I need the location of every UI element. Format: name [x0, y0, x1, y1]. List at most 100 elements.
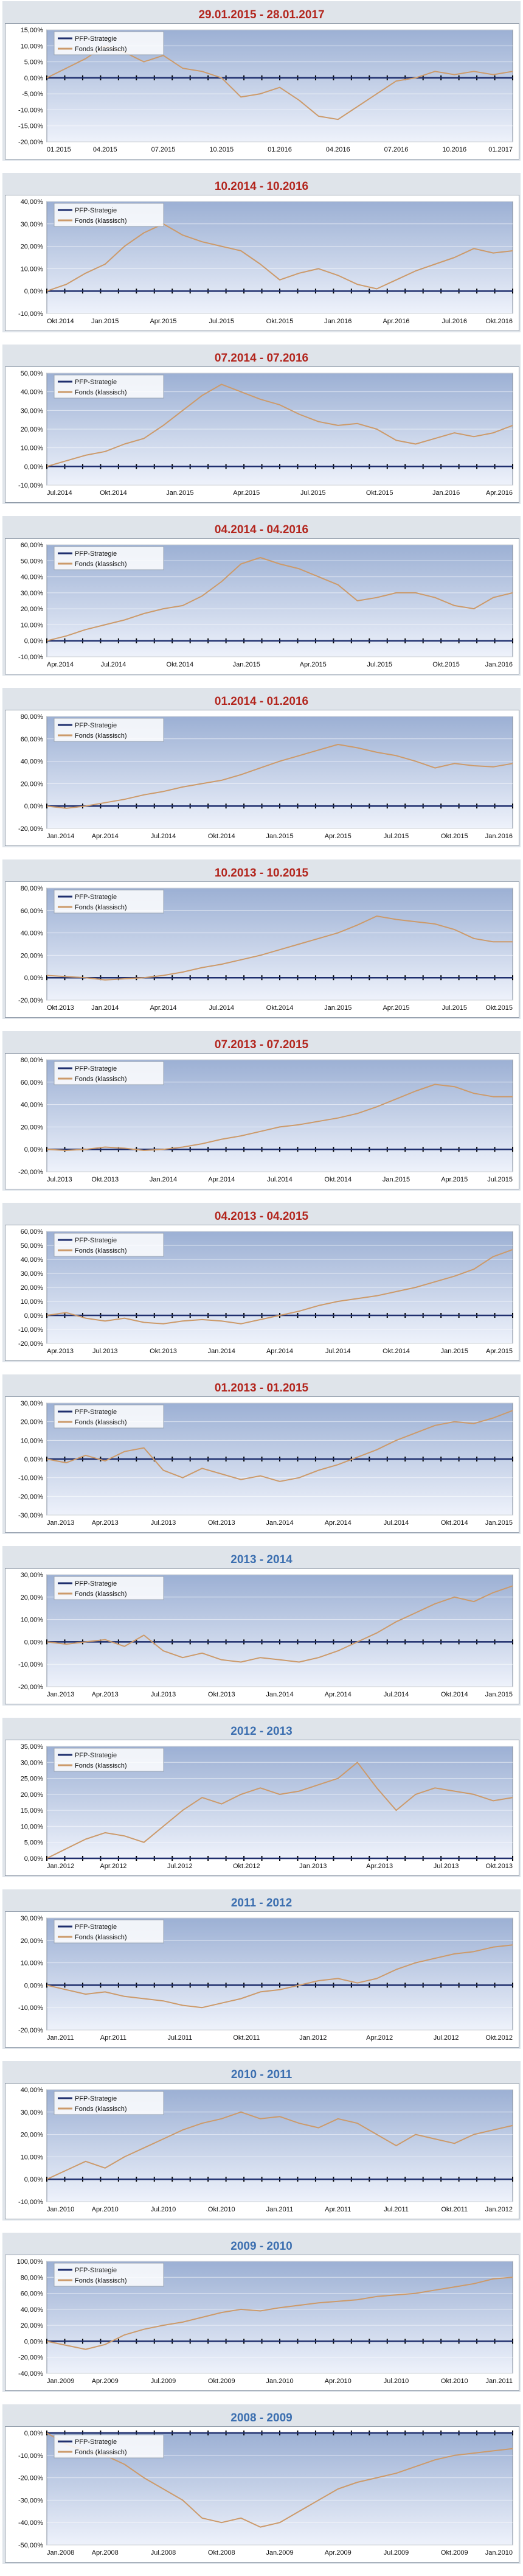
- y-tick-label: -10,00%: [18, 482, 43, 489]
- y-tick-label: 20,00%: [21, 243, 44, 251]
- x-tick-label: Okt.2013: [208, 1691, 235, 1698]
- x-tick-label: Jan.2010: [47, 2206, 74, 2213]
- chart-title: 2012 - 2013: [230, 1725, 293, 1738]
- y-tick-label: -20,00%: [18, 2475, 43, 2482]
- y-tick-label: 0,00%: [24, 1312, 43, 1320]
- series-line-fund: [46, 744, 513, 809]
- y-tick-label: -10,00%: [18, 2004, 43, 2012]
- x-tick-label: Okt.2013: [150, 1348, 177, 1355]
- chart-frame: 50,00% 40,00% 30,00% 20,00% 10,00% 0,00% -10,0…: [5, 366, 519, 503]
- y-tick-label: -10,00%: [18, 1475, 43, 1482]
- chart-panel: 07.2014 - 07.2016 50,00% 40,00% 30,00% 20,00…: [2, 345, 521, 504]
- y-tick-label: 40,00%: [21, 574, 44, 581]
- y-tick-label: -10,00%: [18, 2452, 43, 2460]
- series-line-fund: [46, 2111, 513, 2180]
- legend: PFP-Strategie Fonds (klassisch): [54, 1576, 164, 1600]
- x-tick-label: Okt.2015: [366, 489, 393, 497]
- y-tick-label: 40,00%: [21, 1256, 44, 1264]
- y-tick-label: -10,00%: [18, 107, 43, 114]
- x-tick-label: Jul.2014: [209, 1004, 234, 1012]
- x-tick-label: Apr.2010: [325, 2378, 352, 2385]
- y-tick-label: 20,00%: [21, 1419, 44, 1426]
- chart-title: 07.2013 - 07.2015: [214, 1038, 309, 1051]
- x-tick-label: Jul.2015: [442, 1004, 467, 1012]
- legend-label-strategy: PFP-Strategie: [75, 550, 117, 558]
- x-tick-label: Okt.2014: [100, 489, 127, 497]
- y-tick-label: 10,00%: [21, 1617, 44, 1624]
- x-tick-label: Jan.2009: [47, 2378, 74, 2385]
- chart-frame: 40,00% 30,00% 20,00% 10,00% 0,00% -10,00% Okt.…: [5, 195, 519, 331]
- y-tick-label: 20,00%: [21, 606, 44, 613]
- chart-frame: 60,00% 50,00% 40,00% 30,00% 20,00% 10,00% 0,00…: [5, 1225, 519, 1361]
- series-line-fund: [46, 2277, 513, 2350]
- x-tick-label: Jan.2014: [150, 1176, 177, 1183]
- x-tick-label: Okt.2010: [441, 2378, 468, 2385]
- x-tick-label: Apr.2008: [92, 2549, 119, 2557]
- y-tick-label: -20,00%: [18, 1169, 43, 1176]
- y-tick-label: -40,00%: [18, 2370, 43, 2378]
- legend-label-strategy: PFP-Strategie: [75, 2267, 117, 2274]
- y-tick-label: 30,00%: [21, 1572, 44, 1579]
- chart-svg: 35,00% 30,00% 25,00% 20,00% 15,00% 10,00% 5,00…: [21, 1743, 513, 1870]
- x-tick-label: Jan.2015: [324, 1004, 352, 1012]
- x-tick-label: Jan.2015: [91, 318, 119, 325]
- legend-box: [54, 2434, 164, 2459]
- chart-svg: 80,00% 60,00% 40,00% 20,00% 0,00% -20,00% Jan.…: [18, 713, 513, 840]
- x-tick-label: Jan.2014: [266, 1691, 293, 1698]
- x-tick-label: Jan.2013: [47, 1691, 74, 1698]
- y-tick-label: 0,00%: [24, 1146, 43, 1153]
- x-tick-label: Apr.2014: [150, 1004, 176, 1012]
- y-tick-label: -10,00%: [18, 654, 43, 661]
- x-tick-label: Apr.2014: [325, 1519, 352, 1527]
- y-tick-label: 0,00%: [24, 803, 43, 810]
- x-tick-label: Jan.2015: [485, 1519, 513, 1527]
- y-tick-label: -20,00%: [18, 2354, 43, 2362]
- x-tick-label: Apr.2010: [92, 2206, 119, 2213]
- chart-title: 04.2014 - 04.2016: [214, 523, 309, 536]
- x-tick-label: Jan.2011: [266, 2206, 293, 2213]
- y-tick-label: -30,00%: [18, 2497, 43, 2504]
- chart-frame: 35,00% 30,00% 25,00% 20,00% 15,00% 10,00% 5,00…: [5, 1740, 519, 1876]
- y-tick-label: 100,00%: [17, 2258, 44, 2266]
- y-tick-label: 0,00%: [24, 2176, 43, 2183]
- y-tick-label: 30,00%: [21, 1915, 44, 1922]
- x-tick-label: Jul.2014: [151, 833, 176, 840]
- y-tick-label: 35,00%: [21, 1743, 44, 1751]
- y-tick-label: 80,00%: [21, 1057, 44, 1064]
- x-tick-label: Jul.2009: [384, 2549, 409, 2557]
- legend: PFP-Strategie Fonds (klassisch): [54, 718, 164, 742]
- x-tick-label: Jul.2015: [384, 833, 409, 840]
- chart-frame: 80,00% 60,00% 40,00% 20,00% 0,00% -20,00% Jan.…: [5, 710, 519, 846]
- x-tick-label: Apr.2015: [150, 318, 176, 325]
- x-tick-label: Jan.2011: [486, 2378, 513, 2385]
- legend-label-strategy: PFP-Strategie: [75, 894, 117, 901]
- y-tick-label: 30,00%: [21, 1270, 44, 1278]
- legend-box: [54, 1919, 164, 1944]
- y-tick-label: 0,00%: [24, 1982, 43, 1989]
- y-tick-label: 10,00%: [21, 1298, 44, 1306]
- legend: PFP-Strategie Fonds (klassisch): [54, 203, 164, 227]
- y-tick-label: 80,00%: [21, 885, 44, 892]
- y-tick-label: 60,00%: [21, 1228, 44, 1236]
- legend: PFP-Strategie Fonds (klassisch): [54, 1061, 164, 1085]
- x-tick-label: 10.2016: [442, 146, 466, 153]
- legend-label-fund: Fonds (klassisch): [75, 1762, 127, 1769]
- x-tick-label: Jan.2012: [47, 1863, 74, 1870]
- x-tick-label: Apr.2009: [325, 2549, 352, 2557]
- x-tick-label: 10.2015: [209, 146, 234, 153]
- legend-label-strategy: PFP-Strategie: [75, 1409, 117, 1416]
- y-tick-label: 30,00%: [21, 221, 44, 228]
- legend-box: [54, 203, 164, 227]
- x-tick-label: Jul.2010: [151, 2206, 176, 2213]
- chart-panel: 04.2014 - 04.2016 60,00% 50,00% 40,00% 30,00…: [2, 516, 521, 676]
- x-tick-label: Jan.2016: [432, 489, 460, 497]
- legend-box: [54, 718, 164, 742]
- x-tick-label: Okt.2014: [441, 1691, 468, 1698]
- x-tick-label: Apr.2015: [486, 1348, 513, 1355]
- chart-title: 10.2013 - 10.2015: [214, 867, 309, 880]
- y-tick-label: 50,00%: [21, 558, 44, 565]
- chart-title: 04.2013 - 04.2015: [214, 1210, 309, 1223]
- legend-label-fund: Fonds (klassisch): [75, 561, 127, 568]
- legend-label-strategy: PFP-Strategie: [75, 379, 117, 386]
- chart-panel: 01.2013 - 01.2015 30,00% 20,00% 10,00% 0,00%…: [2, 1374, 521, 1534]
